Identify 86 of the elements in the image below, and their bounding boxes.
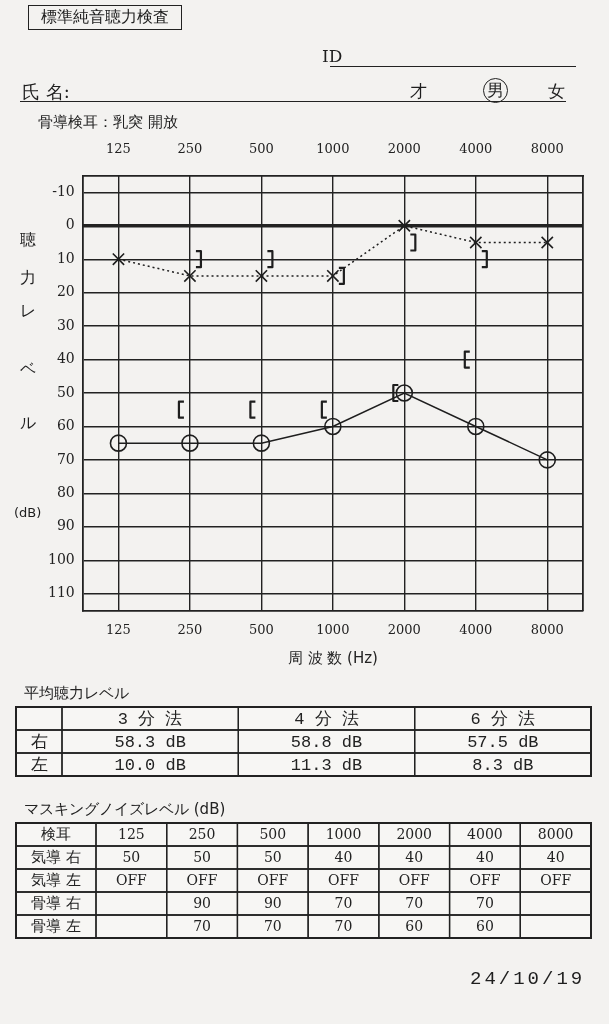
text: OFF <box>115 872 147 889</box>
x-tick-label: 250 <box>188 826 216 843</box>
y-tick-label: 70 <box>56 450 75 467</box>
category-label: 8000 <box>530 141 564 157</box>
y-tick-label: 右 <box>30 730 48 751</box>
category-label: 125 <box>106 141 131 157</box>
text: OFF <box>257 872 289 889</box>
y-tick-label: 100 <box>47 550 75 567</box>
text: OFF <box>186 872 218 889</box>
text: 聴力レベル (dB) <box>14 218 42 520</box>
text: 24/10/19 <box>470 968 586 990</box>
data-label: 70 <box>193 918 211 935</box>
y-tick-label: 90 <box>56 517 75 534</box>
x-tick-label: 125 <box>117 826 145 843</box>
x-tick-label: 1000 <box>316 621 350 637</box>
data-label: 57.5 dB <box>467 733 539 752</box>
y-tick-label: 50 <box>56 383 75 400</box>
y-axis-title: 検耳 <box>41 825 71 844</box>
y-tick-label: 気導 左 <box>31 871 81 890</box>
y-tick-label: -10 <box>52 182 75 199</box>
y-tick-label: 80 <box>56 483 75 500</box>
data-label: 40 <box>405 849 424 866</box>
data-label: 58.3 dB <box>114 733 186 752</box>
text: OFF <box>469 872 501 889</box>
x-tick-label: 8000 <box>530 621 564 637</box>
text: 才 <box>410 80 427 103</box>
text: OFF <box>328 872 359 889</box>
x-tick-label: 500 <box>259 826 287 843</box>
chart-title: マスキングノイズレベル (dB) <box>24 799 226 818</box>
x-tick-label: 1000 <box>325 826 362 843</box>
x-tick-label: 4000 <box>459 621 493 637</box>
y-tick-label: 30 <box>56 316 75 333</box>
data-label: 58.8 dB <box>290 733 363 752</box>
data-label: 70 <box>334 918 353 935</box>
chart-title: 標準純音聴力検査 <box>28 5 182 30</box>
x-tick-label: 4 分 法 <box>294 710 359 729</box>
category-label: 250 <box>177 141 203 157</box>
text: OFF <box>398 872 430 889</box>
data-label: 70 <box>334 895 353 912</box>
data-label: 10.0 dB <box>114 756 186 775</box>
y-tick-label: 骨導 右 <box>31 894 81 913</box>
y-tick-label: 20 <box>56 283 75 300</box>
data-label: 60 <box>405 918 424 935</box>
y-tick-label: 40 <box>56 350 75 367</box>
data-label: 70 <box>263 918 282 935</box>
x-axis-title: 周 波 数 (Hz) <box>287 648 378 667</box>
x-tick-label: 2000 <box>396 826 433 843</box>
text: OFF <box>540 872 572 889</box>
data-label: 40 <box>334 849 353 866</box>
text: 氏 名: <box>22 80 70 104</box>
category-label: 4000 <box>459 141 493 157</box>
category-label: 2000 <box>387 141 421 157</box>
text: ID <box>322 46 343 66</box>
x-tick-label: 500 <box>248 621 274 637</box>
x-tick-label: 4000 <box>467 826 503 843</box>
data-label: 50 <box>263 849 282 866</box>
text: 女 <box>548 80 565 103</box>
data-label: 90 <box>263 895 282 912</box>
x-tick-label: 8000 <box>537 826 574 843</box>
category-label: 1000 <box>316 141 350 157</box>
x-tick-label: 125 <box>106 621 131 637</box>
data-label: 50 <box>193 849 211 866</box>
x-tick-label: 250 <box>177 621 203 637</box>
y-tick-label: 左 <box>30 753 48 774</box>
data-label: 70 <box>405 895 424 912</box>
data-label: 8.3 dB <box>472 756 534 775</box>
x-tick-label: 2000 <box>387 621 421 637</box>
data-label: 50 <box>122 849 141 866</box>
data-label: 90 <box>193 895 211 912</box>
data-label: 11.3 dB <box>290 756 363 775</box>
x-tick-label: 6 分 法 <box>470 710 536 729</box>
text: 男 <box>483 78 508 103</box>
chart-title: 平均聴力レベル <box>24 683 129 702</box>
y-tick-label: 0 <box>65 216 75 233</box>
y-tick-label: 気導 右 <box>31 848 81 867</box>
data-label: 40 <box>476 849 494 866</box>
x-tick-label: 3 分 法 <box>117 710 183 729</box>
y-tick-label: 110 <box>47 584 75 601</box>
y-tick-label: 60 <box>56 417 75 434</box>
y-tick-label: 骨導 左 <box>31 917 81 936</box>
y-tick-label: 10 <box>56 249 75 266</box>
category-label: 500 <box>248 141 274 157</box>
data-label: 40 <box>546 849 565 866</box>
data-label: 60 <box>476 918 494 935</box>
data-label: 70 <box>476 895 494 912</box>
text: 骨導検耳：乳突 開放 <box>38 113 178 132</box>
